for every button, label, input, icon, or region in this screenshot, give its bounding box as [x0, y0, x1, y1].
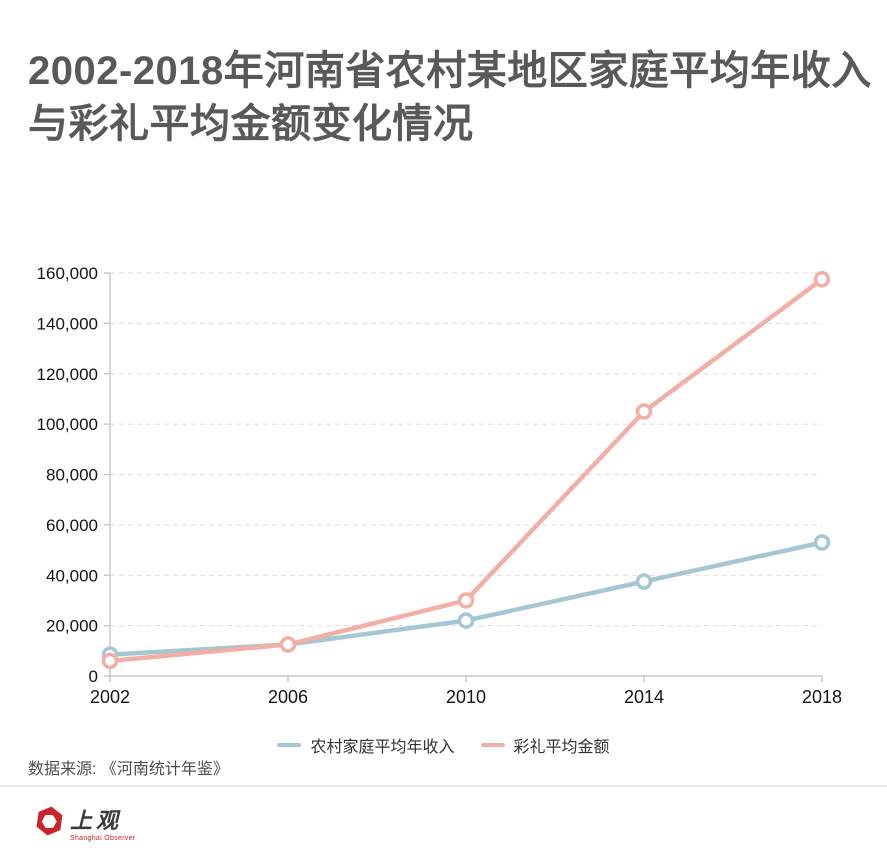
data-source-note: 数据来源: 《河南统计年鉴》	[28, 761, 229, 778]
svg-text:2010: 2010	[446, 687, 486, 707]
shanghai-observer-logo-icon	[36, 806, 63, 836]
svg-text:160,000: 160,000	[37, 264, 98, 283]
svg-text:20,000: 20,000	[46, 617, 98, 636]
chart-title: 2002-2018年河南省农村某地区家庭平均年收入与彩礼平均金额变化情况	[28, 48, 872, 146]
svg-text:2002: 2002	[90, 687, 130, 707]
legend-item-bride-price[interactable]: 彩礼平均金额	[480, 733, 610, 757]
footer-divider	[0, 785, 887, 787]
svg-text:120,000: 120,000	[37, 365, 98, 384]
svg-text:80,000: 80,000	[46, 466, 98, 485]
svg-text:100,000: 100,000	[37, 415, 98, 434]
svg-text:0: 0	[89, 667, 98, 686]
logo-text: 上观	[70, 808, 123, 834]
svg-text:140,000: 140,000	[37, 314, 98, 333]
bride-price-line-swatch-icon	[480, 743, 505, 747]
chart-legend: 农村家庭平均年收入 彩礼平均金额	[0, 733, 887, 757]
income-line-swatch-icon	[277, 743, 302, 747]
logo-subtext: Shanghai Observer	[70, 835, 136, 842]
legend-label-income: 农村家庭平均年收入	[310, 739, 455, 756]
svg-text:40,000: 40,000	[46, 566, 98, 585]
svg-text:2014: 2014	[624, 687, 664, 707]
shanghai-observer-logo: 上观 Shanghai Observer	[36, 806, 135, 842]
svg-text:2006: 2006	[268, 687, 308, 707]
line-chart: 0 20,000 40,000 60,000 80,000 100,000 120,000 1…	[37, 264, 842, 707]
legend-item-income[interactable]: 农村家庭平均年收入	[277, 733, 455, 757]
legend-label-bride-price: 彩礼平均金额	[513, 739, 610, 756]
svg-text:2018: 2018	[802, 687, 842, 707]
svg-text:60,000: 60,000	[46, 516, 98, 535]
